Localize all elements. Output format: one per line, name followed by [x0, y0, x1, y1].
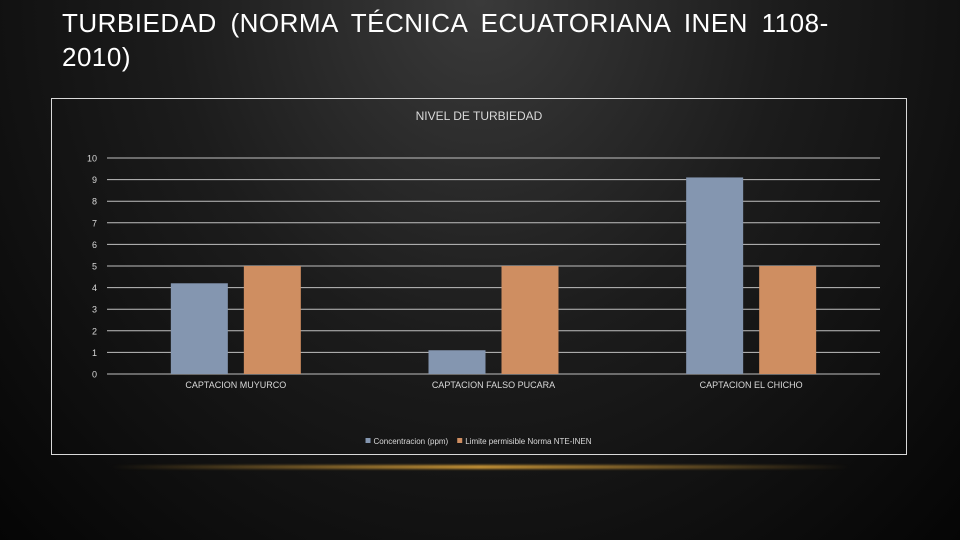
bar-concentracion-1	[428, 350, 486, 374]
bar-concentracion-2	[686, 177, 744, 374]
decorative-glow-line	[110, 465, 850, 469]
legend-swatch	[457, 438, 463, 443]
bar-limite-0	[243, 266, 301, 374]
bar-limite-2	[759, 266, 817, 374]
bar-limite-1	[501, 266, 559, 374]
chart-frame: NIVEL DE TURBIEDAD 0 1 2 3 4 5 6 7 8 9 10 CAPTACIO…	[51, 98, 907, 455]
x-category-label: CAPTACION EL CHICHO	[700, 380, 803, 390]
y-tick-label: 3	[92, 305, 97, 315]
y-tick-label: 10	[87, 154, 97, 164]
y-tick-label: 2	[92, 326, 97, 336]
legend-swatch	[365, 438, 371, 443]
y-tick-label: 9	[92, 175, 97, 185]
legend-label: Limite permisible Norma NTE-INEN	[465, 437, 591, 446]
y-axis-ticks: 0 1 2 3 4 5 6 7 8 9 10	[87, 154, 97, 380]
y-tick-label: 5	[92, 262, 97, 272]
y-tick-label: 6	[92, 240, 97, 250]
gridlines	[107, 157, 880, 375]
chart-title: NIVEL DE TURBIEDAD	[416, 109, 543, 123]
x-category-label: CAPTACION MUYURCO	[185, 380, 286, 390]
turbidity-bar-chart: NIVEL DE TURBIEDAD 0 1 2 3 4 5 6 7 8 9 10 CAPTACIO…	[87, 109, 880, 446]
legend-label: Concentracion (ppm)	[374, 437, 449, 446]
y-tick-label: 8	[92, 197, 97, 207]
y-tick-label: 4	[92, 283, 97, 293]
x-category-label: CAPTACION FALSO PUCARA	[432, 380, 555, 390]
y-tick-label: 1	[92, 348, 97, 358]
y-tick-label: 0	[92, 370, 97, 380]
x-axis-labels: CAPTACION MUYURCO CAPTACION FALSO PUCARA C…	[185, 380, 802, 390]
slide-title: TURBIEDAD (NORMA TÉCNICA ECUATORIANA INE…	[62, 8, 829, 72]
legend: Concentracion (ppm) Limite permisible Nor…	[365, 437, 592, 446]
bars	[170, 177, 817, 374]
y-tick-label: 7	[92, 218, 97, 228]
bar-concentracion-0	[170, 283, 228, 374]
